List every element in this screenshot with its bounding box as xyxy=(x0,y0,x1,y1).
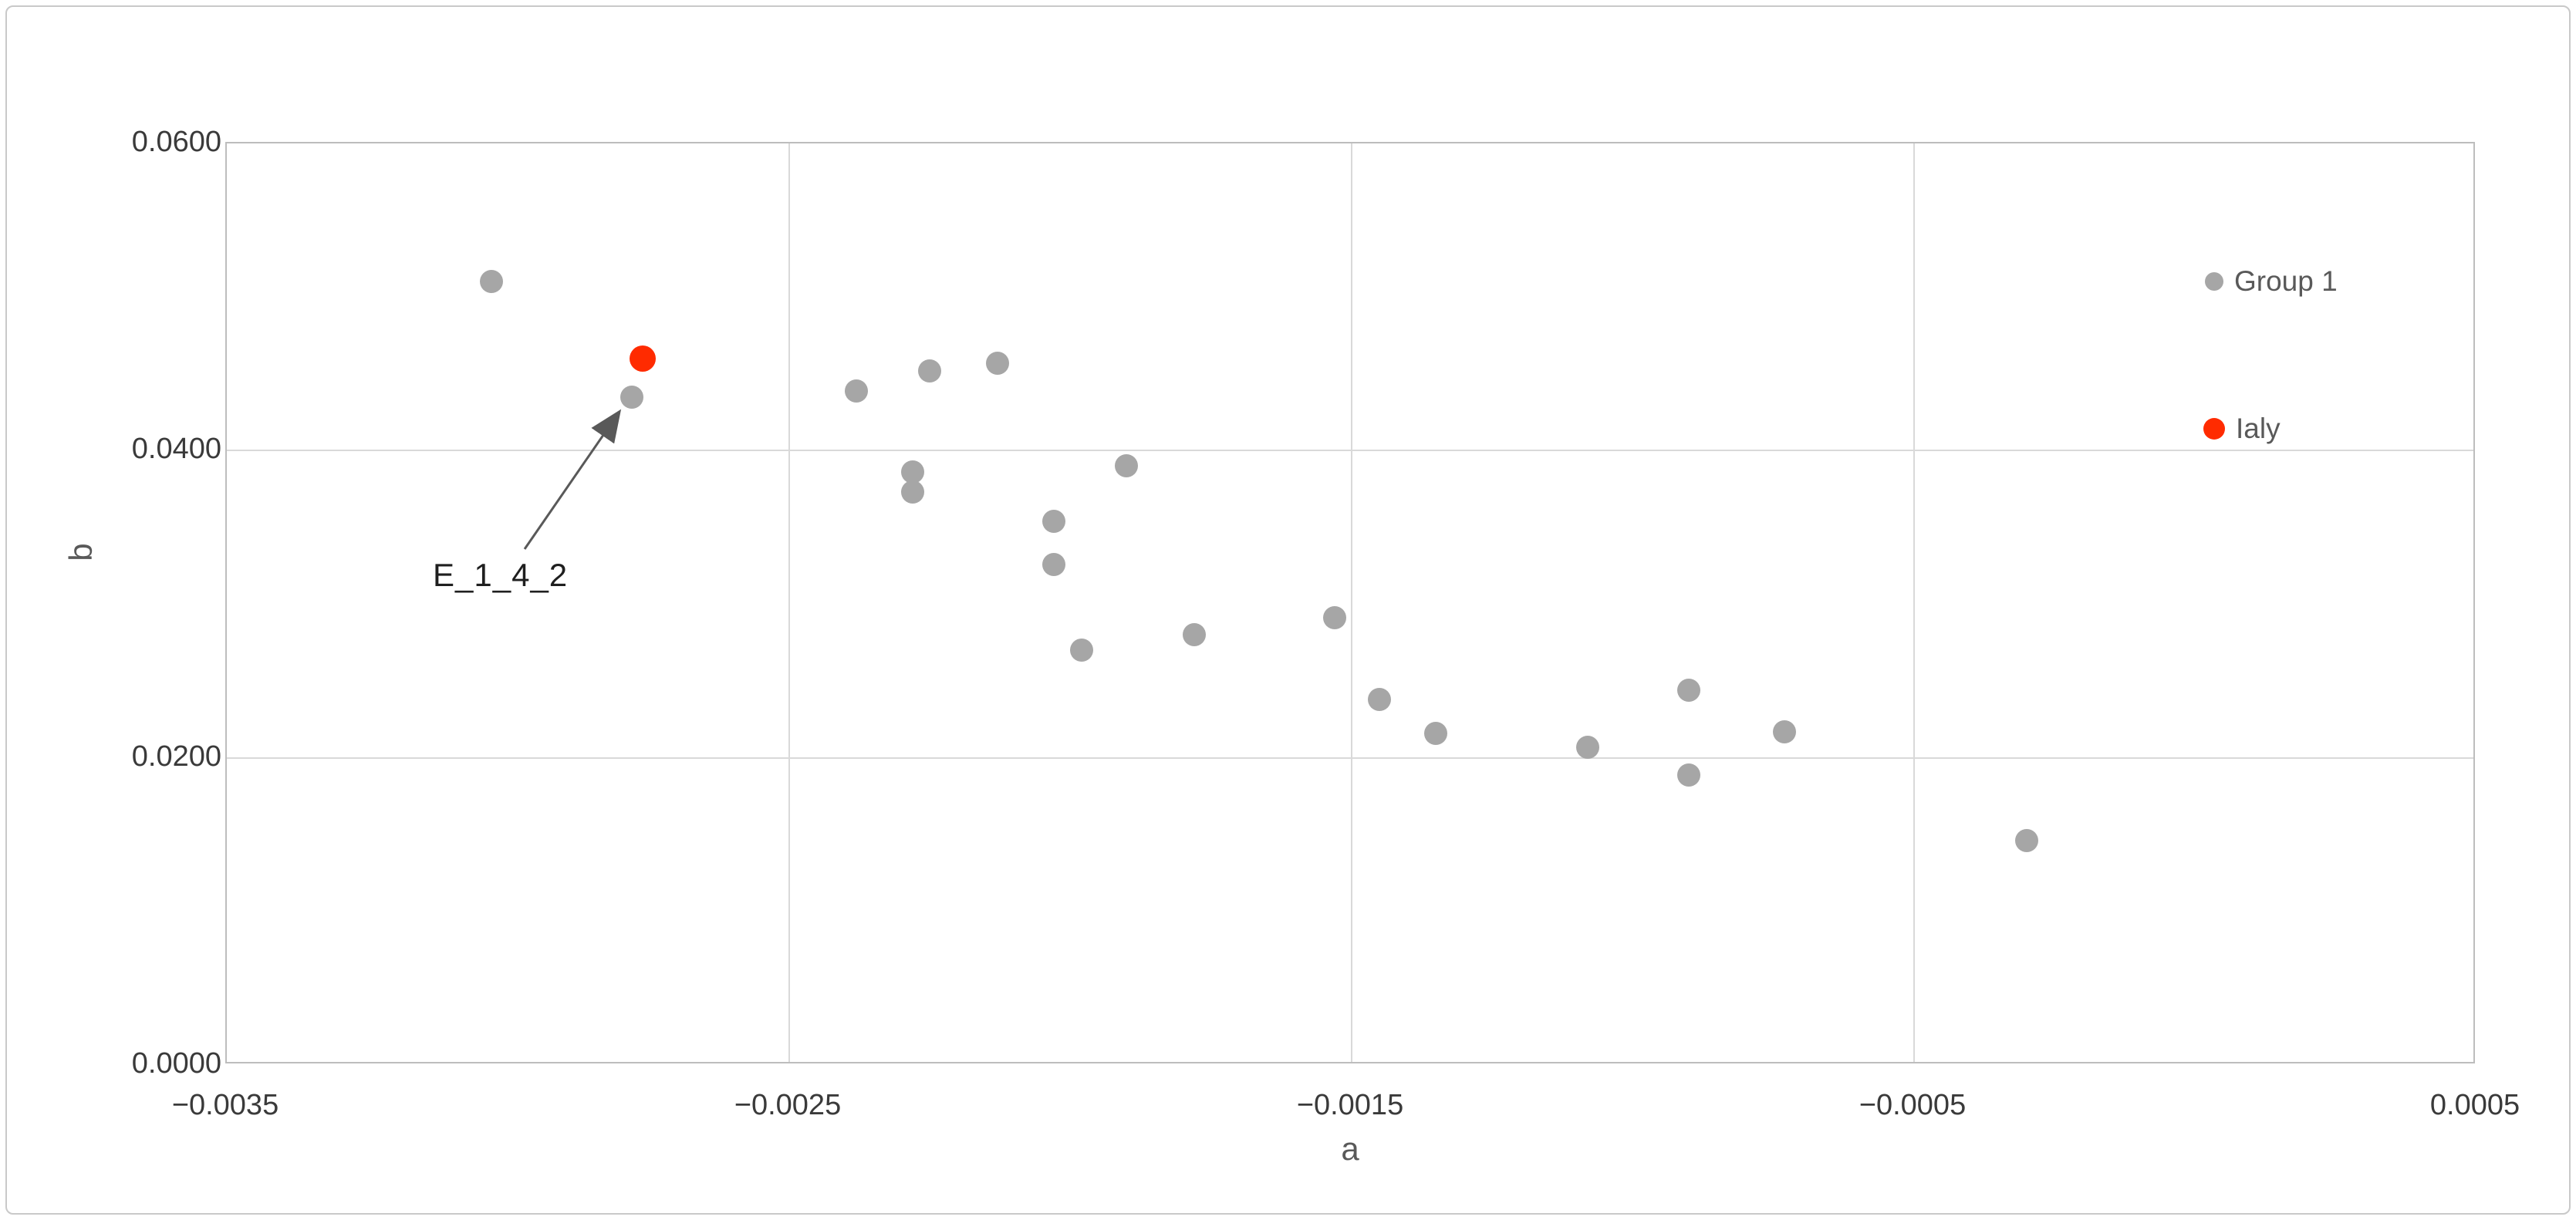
legend-item-label: Group 1 xyxy=(2234,265,2338,297)
scatter-point-group-1[interactable] xyxy=(1323,606,1347,630)
plot-area xyxy=(225,142,2475,1063)
y-axis-title: b xyxy=(62,543,99,561)
scatter-point-group-1[interactable] xyxy=(2014,829,2038,853)
horizontal-gridline xyxy=(227,757,2473,759)
horizontal-gridline xyxy=(227,450,2473,452)
scatter-point-group-1[interactable] xyxy=(845,379,869,403)
scatter-point-group-1[interactable] xyxy=(1042,509,1065,533)
scatter-point-group-1[interactable] xyxy=(1182,623,1206,647)
x-tick-label: −0.0035 xyxy=(171,1089,279,1121)
x-tick-label: −0.0025 xyxy=(734,1089,842,1121)
group1-legend-marker-icon xyxy=(2205,272,2223,291)
scatter-point-group-1[interactable] xyxy=(479,270,503,294)
y-tick-label: 0.0000 xyxy=(131,1047,221,1080)
vertical-gridline xyxy=(1351,143,1352,1062)
scatter-point-group-1[interactable] xyxy=(918,359,942,383)
legend-item-label: Ialy xyxy=(2236,413,2281,444)
scatter-point-group-1[interactable] xyxy=(1042,552,1065,576)
legend-item-group1[interactable]: Group 1 xyxy=(2205,262,2338,301)
y-tick-label: 0.0600 xyxy=(131,126,221,158)
vertical-gridline xyxy=(788,143,790,1062)
scatter-point-ialy[interactable] xyxy=(630,345,657,372)
vertical-gridline xyxy=(1913,143,1915,1062)
scatter-point-group-1[interactable] xyxy=(1773,720,1797,743)
x-axis-title: a xyxy=(1341,1131,1359,1167)
scatter-point-group-1[interactable] xyxy=(1576,735,1600,759)
scatter-point-group-1[interactable] xyxy=(1424,721,1448,745)
scatter-point-group-1[interactable] xyxy=(901,460,925,484)
scatter-point-group-1[interactable] xyxy=(985,351,1009,375)
scatter-point-group-1[interactable] xyxy=(1115,454,1139,478)
x-tick-label: 0.0005 xyxy=(2429,1089,2520,1121)
scatter-point-group-1[interactable] xyxy=(1677,679,1701,703)
y-tick-label: 0.0200 xyxy=(131,740,221,773)
x-tick-label: −0.0005 xyxy=(1859,1089,1967,1121)
scatter-point-group-1[interactable] xyxy=(1070,639,1094,662)
scatter-point-group-1[interactable] xyxy=(620,385,643,409)
scatter-point-group-1[interactable] xyxy=(1677,763,1701,787)
scatter-point-group-1[interactable] xyxy=(1368,687,1392,711)
ialy-legend-marker-icon xyxy=(2203,418,2225,440)
legend-item-ialy[interactable]: Ialy xyxy=(2203,409,2281,448)
x-tick-label: −0.0015 xyxy=(1296,1089,1404,1121)
scatter-point-group-1[interactable] xyxy=(901,480,925,504)
y-tick-label: 0.0400 xyxy=(131,433,221,466)
annotation-label[interactable]: E_1_4_2 xyxy=(433,557,569,593)
